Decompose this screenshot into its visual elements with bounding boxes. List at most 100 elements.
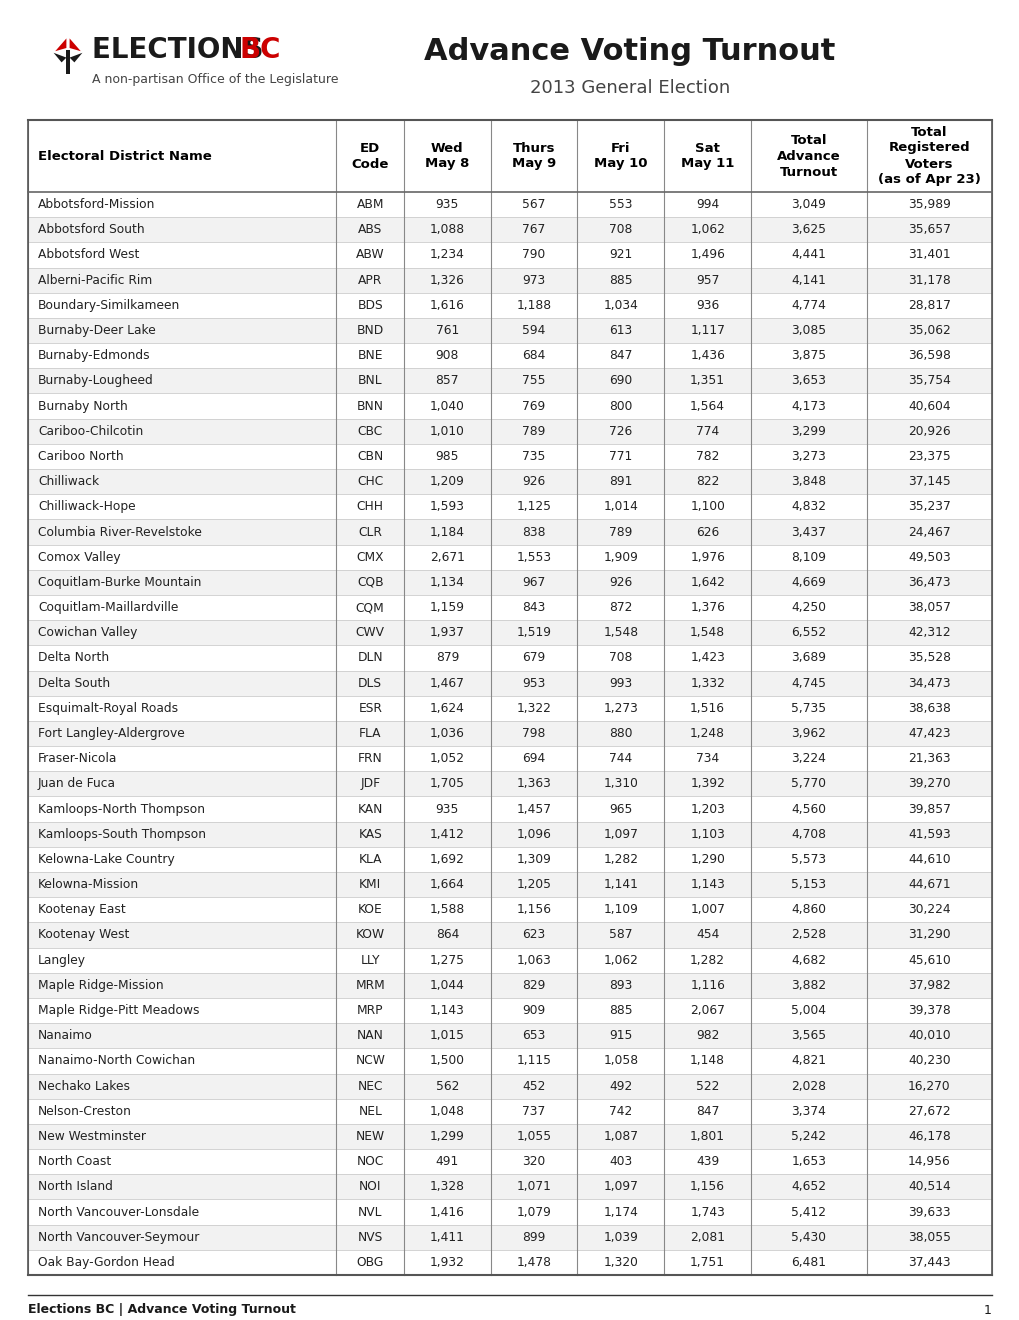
Text: 320: 320	[522, 1155, 545, 1168]
Text: 3,875: 3,875	[791, 350, 825, 362]
Text: 993: 993	[608, 677, 632, 689]
Text: 1,801: 1,801	[690, 1130, 725, 1143]
Text: Coquitlam-Burke Mountain: Coquitlam-Burke Mountain	[38, 576, 201, 589]
Text: FRN: FRN	[358, 752, 382, 766]
Text: 1,642: 1,642	[690, 576, 725, 589]
Bar	[28, 721, 991, 746]
Text: 31,401: 31,401	[907, 248, 950, 261]
Text: Abbotsford-Mission: Abbotsford-Mission	[38, 198, 155, 211]
Text: 28,817: 28,817	[907, 298, 950, 312]
Text: 3,374: 3,374	[791, 1105, 825, 1118]
Text: Cowichan Valley: Cowichan Valley	[38, 626, 138, 639]
Text: 567: 567	[522, 198, 545, 211]
Text: 38,638: 38,638	[907, 702, 950, 715]
Text: 1,234: 1,234	[429, 248, 465, 261]
Text: 1,624: 1,624	[429, 702, 465, 715]
Bar	[28, 1048, 991, 1073]
Bar	[28, 368, 991, 393]
Text: 1,909: 1,909	[603, 550, 638, 564]
Bar	[28, 873, 991, 898]
Text: 30,224: 30,224	[907, 903, 950, 916]
Text: Sat
May 11: Sat May 11	[681, 141, 734, 170]
Text: 1,036: 1,036	[429, 727, 465, 741]
Text: 771: 771	[608, 450, 632, 463]
Text: 1,322: 1,322	[517, 702, 551, 715]
Text: 767: 767	[522, 223, 545, 236]
Text: A non-partisan Office of the Legislature: A non-partisan Office of the Legislature	[92, 74, 338, 87]
Text: 1,310: 1,310	[603, 777, 638, 791]
Bar	[28, 418, 991, 444]
Text: 899: 899	[522, 1230, 545, 1243]
Text: 761: 761	[435, 323, 459, 337]
Text: 1,088: 1,088	[429, 223, 465, 236]
Text: 35,528: 35,528	[907, 652, 950, 664]
Text: 3,273: 3,273	[791, 450, 825, 463]
Bar	[28, 243, 991, 268]
Text: 31,290: 31,290	[907, 928, 950, 941]
Text: 1,040: 1,040	[429, 400, 465, 413]
Text: Maple Ridge-Pitt Meadows: Maple Ridge-Pitt Meadows	[38, 1005, 200, 1016]
Text: 1,143: 1,143	[429, 1005, 465, 1016]
Bar	[28, 293, 991, 318]
Bar	[28, 1023, 991, 1048]
Text: 6,481: 6,481	[791, 1255, 825, 1269]
Bar	[28, 746, 991, 771]
Text: 1,436: 1,436	[690, 350, 725, 362]
Bar	[28, 120, 991, 191]
Text: Esquimalt-Royal Roads: Esquimalt-Royal Roads	[38, 702, 178, 715]
Text: FLA: FLA	[359, 727, 381, 741]
Text: 35,989: 35,989	[907, 198, 950, 211]
Text: 37,443: 37,443	[907, 1255, 950, 1269]
Text: 774: 774	[695, 425, 718, 438]
Text: 1,299: 1,299	[429, 1130, 465, 1143]
Text: 921: 921	[608, 248, 632, 261]
Text: Burnaby-Edmonds: Burnaby-Edmonds	[38, 350, 151, 362]
Bar	[28, 318, 991, 343]
Text: 1,275: 1,275	[429, 953, 465, 966]
Polygon shape	[66, 50, 69, 74]
Text: 491: 491	[435, 1155, 459, 1168]
Text: North Island: North Island	[38, 1180, 113, 1193]
Text: 1,058: 1,058	[602, 1055, 638, 1068]
Text: 744: 744	[608, 752, 632, 766]
Text: DLN: DLN	[357, 652, 383, 664]
Text: 5,242: 5,242	[791, 1130, 825, 1143]
Text: 1,496: 1,496	[690, 248, 725, 261]
Text: NEC: NEC	[357, 1080, 382, 1093]
Text: 613: 613	[608, 323, 632, 337]
Polygon shape	[54, 53, 66, 70]
Text: 1,553: 1,553	[516, 550, 551, 564]
Bar	[28, 393, 991, 418]
Text: Fri
May 10: Fri May 10	[593, 141, 647, 170]
Text: 27,672: 27,672	[907, 1105, 950, 1118]
Text: Burnaby North: Burnaby North	[38, 400, 127, 413]
Text: Alberni-Pacific Rim: Alberni-Pacific Rim	[38, 273, 152, 286]
Bar	[28, 1200, 991, 1225]
Text: 587: 587	[608, 928, 632, 941]
Text: 1,014: 1,014	[603, 500, 638, 513]
Polygon shape	[69, 53, 83, 70]
Text: North Vancouver-Seymour: North Vancouver-Seymour	[38, 1230, 199, 1243]
Text: 4,774: 4,774	[791, 298, 825, 312]
Text: Nanaimo-North Cowichan: Nanaimo-North Cowichan	[38, 1055, 195, 1068]
Text: 34,473: 34,473	[907, 677, 950, 689]
Text: 38,055: 38,055	[907, 1230, 950, 1243]
Text: 4,652: 4,652	[791, 1180, 825, 1193]
Text: 40,010: 40,010	[907, 1030, 950, 1043]
Text: 3,049: 3,049	[791, 198, 825, 211]
Text: NEW: NEW	[356, 1130, 384, 1143]
Text: New Westminster: New Westminster	[38, 1130, 146, 1143]
Text: Total
Advance
Turnout: Total Advance Turnout	[776, 133, 840, 178]
Text: 1,743: 1,743	[690, 1205, 725, 1218]
Text: 857: 857	[435, 375, 459, 387]
Text: 1,097: 1,097	[603, 828, 638, 841]
Text: 1,519: 1,519	[516, 626, 551, 639]
Polygon shape	[69, 38, 81, 51]
Text: 798: 798	[522, 727, 545, 741]
Text: 16,270: 16,270	[907, 1080, 950, 1093]
Text: 5,770: 5,770	[791, 777, 825, 791]
Text: 594: 594	[522, 323, 545, 337]
Text: 982: 982	[695, 1030, 718, 1043]
Bar	[28, 1150, 991, 1175]
Text: 439: 439	[695, 1155, 718, 1168]
